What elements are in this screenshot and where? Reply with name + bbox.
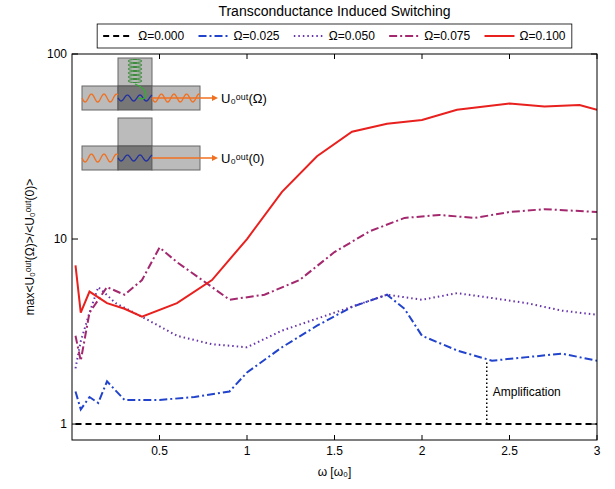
- chart: Transconductance Induced Switching Amplif…: [0, 0, 615, 489]
- inset-wave: [118, 155, 152, 161]
- inset-wave: [82, 154, 118, 162]
- x-tick: [334, 54, 335, 59]
- x-tick: [159, 54, 160, 59]
- inset-wave: [118, 95, 152, 101]
- x-tick: [422, 54, 423, 59]
- inset-arrow: [152, 97, 212, 98]
- y-tick: [72, 424, 78, 425]
- y-tick-label: 100: [47, 47, 67, 61]
- inset-label: U₀ᵒᵘᵗ(Ω): [221, 91, 267, 106]
- inset-coil: [128, 72, 142, 75]
- inset-wave: [82, 94, 118, 102]
- legend-label: Ω=0.025: [233, 29, 279, 43]
- x-tick-label: 1: [244, 444, 251, 458]
- series-line: [76, 423, 598, 425]
- inset-block: [118, 58, 152, 86]
- inset-arrow: [152, 157, 212, 158]
- x-tick: [509, 54, 510, 59]
- y-tick-label: 10: [54, 232, 68, 246]
- y-tick: [72, 239, 78, 240]
- inset-coil: [128, 80, 142, 83]
- inset-block: [118, 118, 152, 146]
- x-tick: [597, 54, 598, 59]
- series-line: [76, 209, 598, 361]
- x-tick: [247, 54, 248, 59]
- x-tick: [247, 435, 248, 440]
- inset-label: U₀ᵒᵘᵗ(0): [221, 151, 264, 166]
- x-tick: [597, 435, 598, 440]
- annotation: Amplification: [493, 385, 561, 399]
- x-tick: [159, 435, 160, 440]
- series-group: [76, 104, 598, 425]
- legend-box: [97, 24, 572, 48]
- y-tick: [591, 54, 597, 55]
- legend-swatch: [294, 35, 324, 37]
- legend: Ω=0.000 Ω=0.025 Ω=0.050 Ω=0.075 Ω=0.100: [97, 24, 572, 48]
- annotation-bg: [491, 384, 563, 400]
- x-tick: [422, 435, 423, 440]
- inset: U₀ᵒᵘᵗ(Ω) U₀ᵒᵘᵗ(0): [82, 58, 269, 170]
- inset-arrow: [212, 95, 218, 101]
- x-tick-label: 2: [419, 444, 426, 458]
- inset-coil: [128, 76, 142, 79]
- x-axis-title: ω [ω₀]: [318, 465, 352, 479]
- legend-swatch: [103, 35, 133, 37]
- legend-label: Ω=0.075: [424, 29, 470, 43]
- inset-block: [82, 86, 118, 110]
- y-tick-label: 1: [60, 417, 67, 431]
- legend-swatch: [389, 35, 419, 37]
- x-tick-label: 3: [594, 444, 601, 458]
- inset-arrow: [212, 155, 218, 161]
- y-tick: [72, 54, 78, 55]
- inset-coil: [135, 84, 146, 99]
- inset-coil: [128, 60, 142, 63]
- inset-block: [118, 146, 152, 170]
- inset-coil: [128, 64, 142, 67]
- inset-label-bg: [219, 90, 269, 107]
- y-axis-title: max<U₀ᵒᵘᵗ(Ω)>/<U₀ᵒᵘᵗ(0)>: [23, 179, 37, 315]
- x-tick-label: 1.5: [326, 444, 343, 458]
- y-tick: [591, 424, 597, 425]
- y-tick: [591, 239, 597, 240]
- legend-swatch: [485, 35, 515, 37]
- series-line: [76, 287, 598, 368]
- title: Transconductance Induced Switching: [218, 3, 450, 19]
- x-tick-label: 0.5: [151, 444, 168, 458]
- annotation-line: [486, 361, 488, 424]
- inset-label-bg: [219, 150, 266, 167]
- series-line: [76, 104, 598, 317]
- legend-label: Ω=0.100: [520, 29, 566, 43]
- legend-label: Ω=0.000: [138, 29, 184, 43]
- x-tick: [509, 435, 510, 440]
- x-tick: [334, 435, 335, 440]
- legend-label: Ω=0.050: [329, 29, 375, 43]
- legend-swatch: [198, 35, 228, 37]
- plot-frame: [72, 54, 597, 440]
- x-tick-label: 2.5: [501, 444, 518, 458]
- inset-coil: [128, 68, 142, 71]
- inset-block: [118, 86, 152, 110]
- inset-block: [82, 146, 118, 170]
